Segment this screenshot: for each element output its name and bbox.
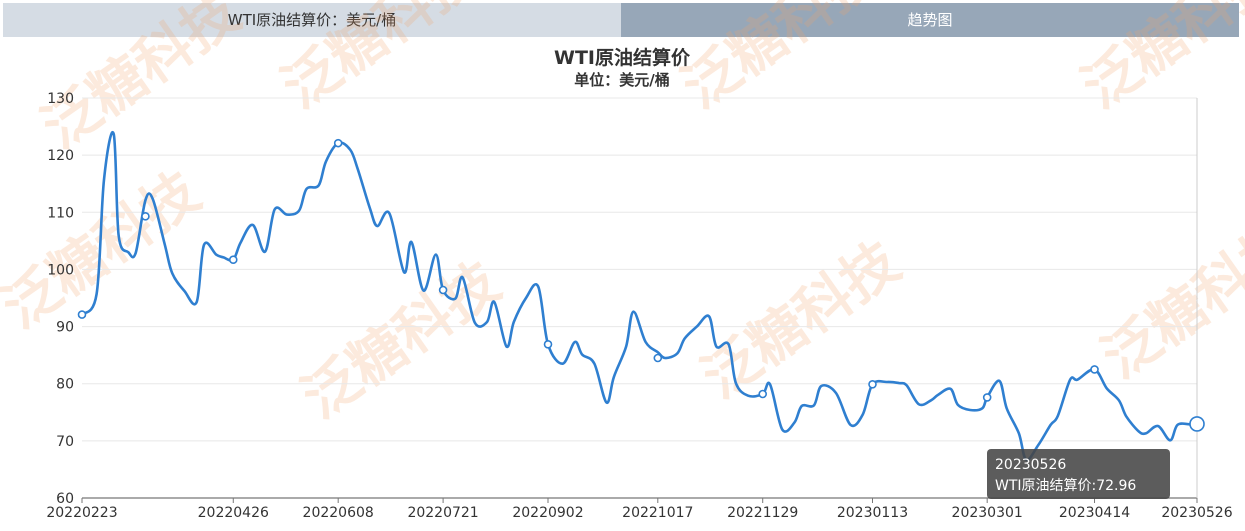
active-data-point — [1189, 416, 1205, 432]
y-tick-label: 130 — [47, 91, 74, 107]
data-point — [228, 255, 238, 265]
y-tick-label: 80 — [56, 377, 74, 393]
x-tick-label: 20220426 — [198, 505, 269, 521]
watermark-text: 泛糖科技 — [1071, 0, 1245, 121]
chart-title: WTI原油结算价 — [554, 46, 691, 69]
watermark-text: 泛糖科技 — [0, 160, 212, 342]
data-point — [1090, 365, 1099, 374]
x-axis-ticks: 20220223 20220426 20220608 20220721 20220902… — [46, 498, 1233, 521]
y-axis-ticks: 60 70 80 90 100 110 120 130 — [47, 91, 74, 507]
watermark-text: 泛糖科技 — [271, 0, 492, 121]
y-tick-label: 60 — [56, 491, 74, 507]
data-point — [543, 339, 553, 349]
tooltip-background — [987, 449, 1170, 499]
watermark-text: 泛糖科技 — [291, 250, 512, 432]
data-point — [653, 353, 663, 363]
y-tick-label: 110 — [47, 205, 74, 221]
y-tick-label: 120 — [47, 148, 74, 164]
tab-bar: WTI原油结算价：美元/桶 趋势图 — [3, 3, 1239, 37]
data-point — [758, 389, 768, 399]
watermark-text: 泛糖科技 — [671, 0, 892, 121]
y-tick-label: 100 — [47, 262, 74, 278]
x-tick-label: 20230414 — [1059, 505, 1130, 521]
watermark-text: 泛糖科技 — [1091, 210, 1245, 392]
x-tick-label: 20220223 — [46, 505, 117, 521]
chart-subtitle: 单位：美元/桶 — [574, 71, 669, 89]
x-tick-label: 20221129 — [727, 505, 798, 521]
data-point — [868, 379, 877, 389]
y-tick-label: 70 — [56, 434, 74, 450]
data-markers — [77, 138, 1205, 432]
tooltip-date: 20230526 — [995, 457, 1066, 473]
x-tick-label: 20220902 — [512, 505, 583, 521]
tab-trend-chart[interactable]: 趋势图 — [621, 3, 1239, 37]
x-tick-label: 20230526 — [1161, 505, 1232, 521]
data-point — [438, 285, 448, 295]
tab-data-label[interactable]: WTI原油结算价：美元/桶 — [3, 3, 621, 37]
tooltip: 20230526 WTI原油结算价:72.96 — [987, 449, 1170, 499]
data-point — [333, 138, 343, 148]
grid-lines — [82, 97, 1197, 442]
x-tick-label: 20221017 — [622, 505, 693, 521]
data-point — [982, 393, 992, 402]
y-tick-label: 90 — [56, 320, 74, 336]
x-tick-label: 20230301 — [952, 505, 1023, 521]
x-tick-label: 20230113 — [837, 505, 908, 521]
data-point — [141, 211, 150, 221]
x-tick-label: 20220608 — [303, 505, 374, 521]
series-line-wti — [80, 130, 1199, 462]
x-tick-label: 20220721 — [407, 505, 478, 521]
tooltip-value: WTI原油结算价:72.96 — [995, 478, 1136, 494]
watermark-text: 泛糖科技 — [31, 0, 252, 161]
data-point — [77, 310, 87, 319]
